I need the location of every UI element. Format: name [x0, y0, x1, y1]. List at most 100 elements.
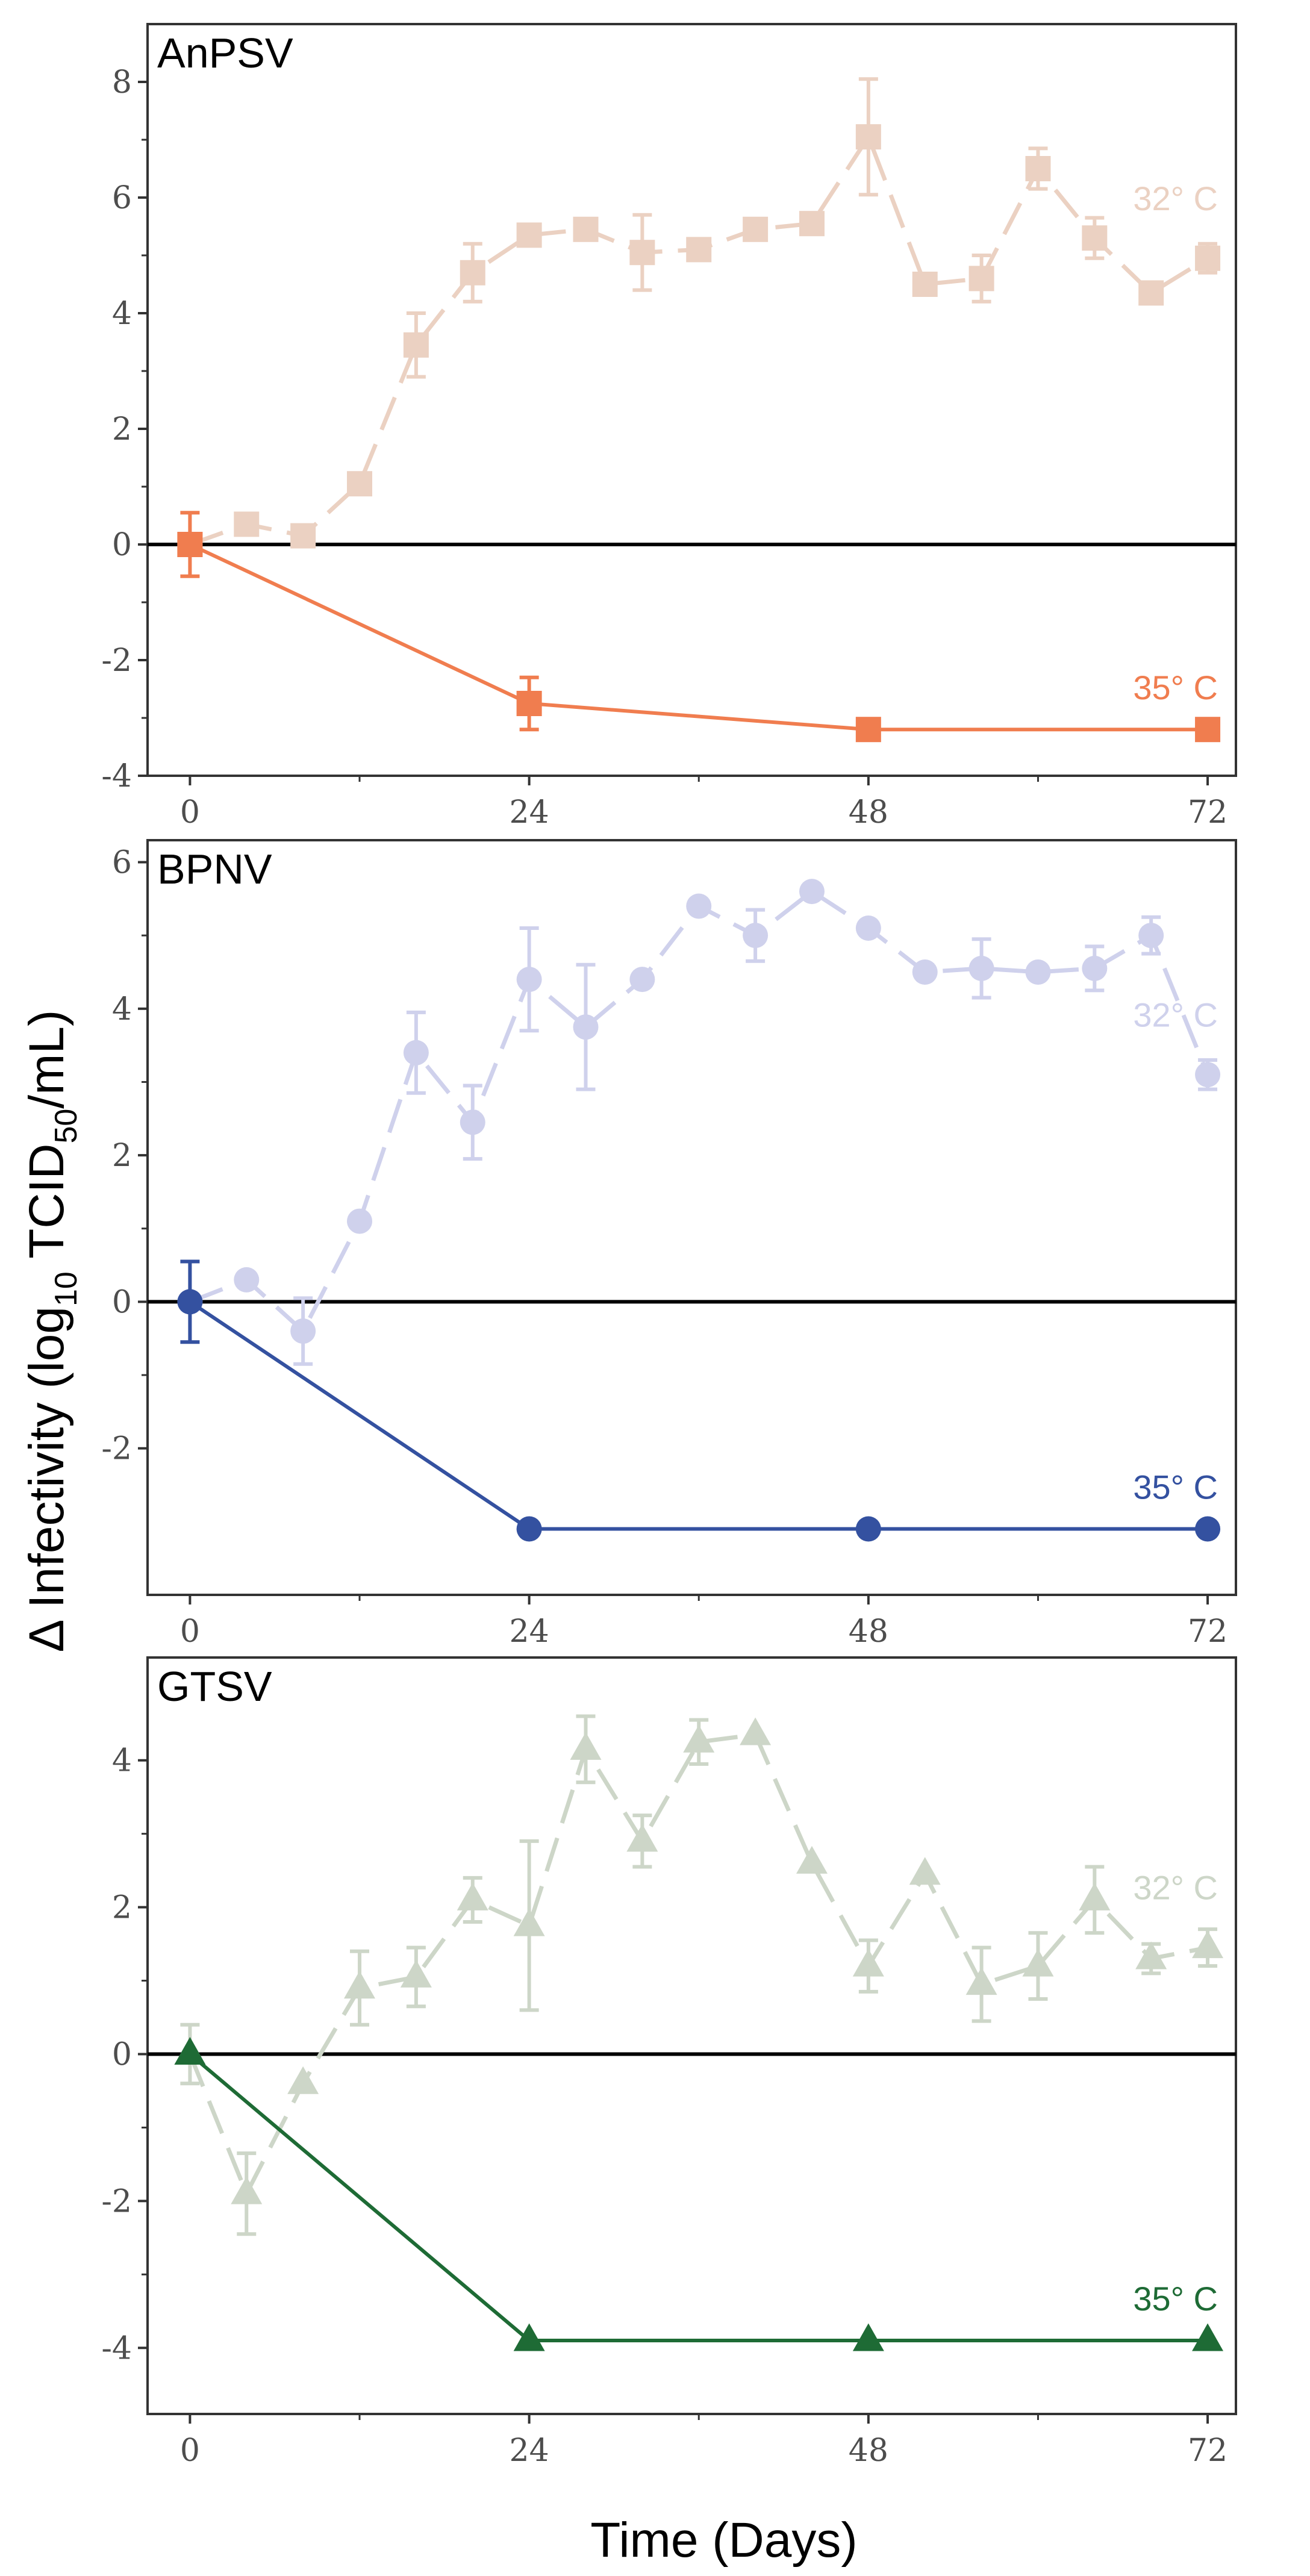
- data-point: [460, 260, 485, 285]
- data-point: [1195, 245, 1221, 271]
- data-point: [513, 2323, 545, 2351]
- x-tick-label: 24: [510, 1614, 549, 1650]
- data-point: [629, 240, 655, 266]
- data-point: [290, 523, 316, 549]
- data-point: [683, 1724, 715, 1753]
- data-point: [231, 2176, 263, 2204]
- data-point: [516, 1516, 542, 1542]
- x-tick-label: 48: [849, 794, 888, 831]
- x-tick-label: 24: [510, 794, 549, 831]
- data-point: [1082, 955, 1108, 981]
- panel-title: BPNV: [157, 846, 272, 893]
- data-point: [852, 2323, 884, 2351]
- y-tick-label: -2: [101, 1431, 132, 1467]
- data-point: [457, 1882, 488, 1910]
- data-point: [513, 1908, 545, 1936]
- data-point: [570, 1732, 602, 1760]
- data-point: [573, 1014, 599, 1040]
- data-point: [968, 955, 994, 981]
- data-point: [1195, 1062, 1221, 1088]
- data-point: [287, 2066, 319, 2094]
- data-point: [855, 717, 881, 743]
- panel-border: [146, 1656, 1237, 2415]
- panel-title: GTSV: [157, 1663, 272, 1710]
- y-tick-label: 4: [112, 296, 132, 332]
- panel-border: [146, 23, 1237, 777]
- data-point: [912, 959, 938, 985]
- data-point: [516, 691, 542, 716]
- data-point: [1195, 717, 1221, 743]
- data-point: [852, 1948, 884, 1977]
- y-tick-label: -4: [101, 2330, 132, 2366]
- y-tick-label: 0: [112, 1284, 132, 1320]
- x-tick-label: 0: [180, 1614, 200, 1650]
- data-point: [686, 893, 712, 919]
- x-tick-label: 48: [849, 1614, 888, 1650]
- data-point: [516, 222, 542, 248]
- data-point: [234, 1267, 260, 1293]
- data-point: [234, 511, 260, 537]
- data-point: [1138, 923, 1164, 949]
- x-tick-label: 48: [849, 2433, 888, 2469]
- y-tick-label: -2: [101, 643, 132, 679]
- series-35c: 35° C: [177, 511, 1221, 743]
- data-point: [344, 1971, 376, 1999]
- data-point: [460, 1109, 485, 1135]
- data-point: [909, 1857, 941, 1885]
- data-point: [1079, 1882, 1111, 1910]
- data-point: [855, 1516, 881, 1542]
- series-35c: 35° C: [174, 2036, 1224, 2351]
- data-point: [347, 1208, 373, 1234]
- series-label: 35° C: [1133, 2280, 1218, 2318]
- data-point: [1082, 225, 1108, 251]
- y-tick-label: 2: [112, 1890, 132, 1926]
- data-point: [965, 1967, 997, 1995]
- data-point: [516, 967, 542, 993]
- y-tick-label: 6: [112, 180, 132, 216]
- data-point: [177, 1289, 203, 1315]
- data-point: [912, 272, 938, 297]
- y-tick-label: 2: [112, 411, 132, 448]
- y-tick-label: -2: [101, 2183, 132, 2219]
- data-point: [1025, 156, 1051, 181]
- y-tick-label: 0: [112, 2036, 132, 2072]
- x-tick-label: 72: [1188, 794, 1227, 831]
- data-point: [743, 216, 769, 242]
- y-tick-label: 0: [112, 527, 132, 563]
- data-point: [799, 211, 825, 237]
- series-label: 32° C: [1133, 1869, 1218, 1907]
- data-point: [626, 1824, 658, 1852]
- x-tick-label: 72: [1188, 2433, 1227, 2469]
- x-axis-title: Time (Days): [590, 2513, 857, 2568]
- y-tick-label: 6: [112, 844, 132, 881]
- data-point: [629, 967, 655, 993]
- data-point: [177, 532, 203, 557]
- y-axis-title: Δ Infectivity (log10 TCID50/mL): [19, 1010, 84, 1653]
- data-point: [740, 1717, 772, 1745]
- data-point: [403, 332, 429, 358]
- series-35c: 35° C: [177, 1259, 1221, 1542]
- y-tick-label: 2: [112, 1138, 132, 1174]
- series-label: 32° C: [1133, 179, 1218, 217]
- series-label: 35° C: [1133, 669, 1218, 706]
- series-32c: 32° C: [177, 879, 1221, 1366]
- data-point: [1135, 1941, 1167, 1969]
- series-line: [189, 2053, 1208, 2343]
- data-point: [1195, 1516, 1221, 1542]
- data-point: [1022, 1948, 1054, 1977]
- series-label: 35° C: [1133, 1468, 1218, 1506]
- data-point: [796, 1845, 828, 1874]
- data-point: [743, 923, 769, 949]
- y-tick-label: -4: [101, 758, 132, 794]
- data-point: [1138, 280, 1164, 306]
- data-point: [799, 879, 825, 905]
- panel-border: [146, 839, 1237, 1596]
- data-point: [347, 471, 373, 497]
- data-point: [1192, 1930, 1224, 1959]
- data-point: [174, 2036, 206, 2065]
- series-label: 32° C: [1133, 996, 1218, 1034]
- data-point: [403, 1040, 429, 1065]
